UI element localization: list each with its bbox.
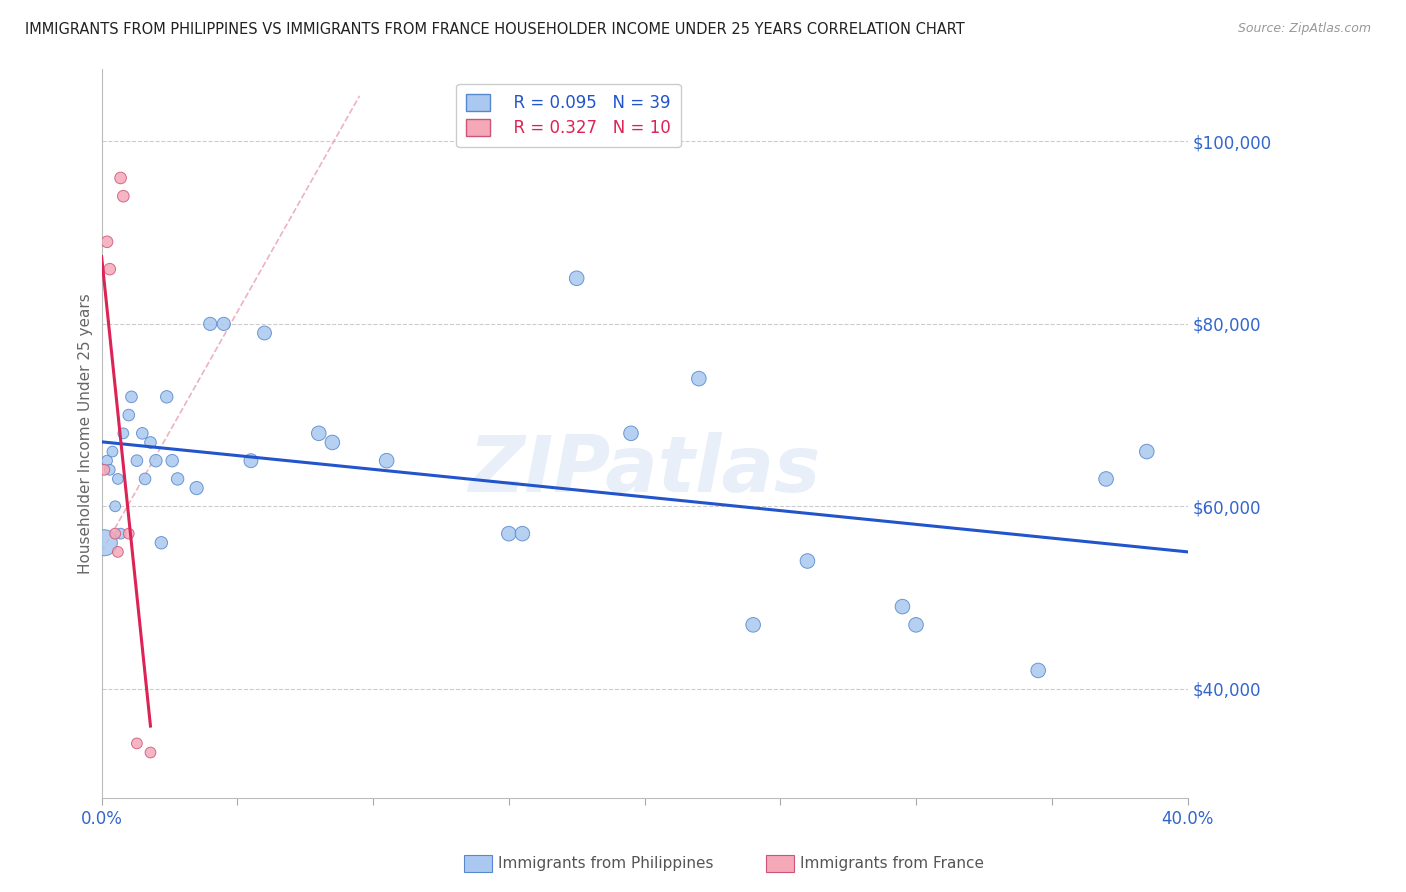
Point: [688, 371, 710, 385]
Point: [98, 262, 121, 277]
Point: [125, 736, 148, 750]
Point: [498, 526, 520, 541]
Text: ZIPatlas: ZIPatlas: [468, 432, 821, 508]
Point: [118, 526, 141, 541]
Point: [125, 453, 148, 467]
Point: [796, 554, 818, 568]
Y-axis label: Householder Income Under 25 years: Householder Income Under 25 years: [79, 293, 93, 574]
Point: [150, 535, 173, 549]
Point: [139, 746, 162, 760]
Point: [112, 426, 135, 441]
Text: Immigrants from France: Immigrants from France: [800, 856, 984, 871]
Point: [107, 472, 129, 486]
Point: [212, 317, 235, 331]
Point: [110, 526, 132, 541]
Point: [620, 426, 643, 441]
Point: [134, 472, 156, 486]
Point: [565, 271, 588, 285]
Point: [112, 189, 135, 203]
Point: [93, 463, 115, 477]
Point: [253, 326, 276, 340]
Point: [156, 390, 179, 404]
Point: [321, 435, 343, 450]
Point: [166, 472, 188, 486]
Point: [891, 599, 914, 614]
Point: [139, 435, 162, 450]
Text: Source: ZipAtlas.com: Source: ZipAtlas.com: [1237, 22, 1371, 36]
Point: [96, 453, 118, 467]
Point: [239, 453, 262, 467]
Point: [742, 618, 765, 632]
Point: [93, 535, 115, 549]
Point: [101, 444, 124, 458]
Point: [512, 526, 534, 541]
Point: [1026, 664, 1049, 678]
Point: [905, 618, 928, 632]
Point: [160, 453, 183, 467]
Point: [96, 235, 118, 249]
Point: [131, 426, 153, 441]
Point: [186, 481, 208, 495]
Point: [98, 463, 121, 477]
Point: [1136, 444, 1159, 458]
Point: [110, 171, 132, 186]
Text: IMMIGRANTS FROM PHILIPPINES VS IMMIGRANTS FROM FRANCE HOUSEHOLDER INCOME UNDER 2: IMMIGRANTS FROM PHILIPPINES VS IMMIGRANT…: [25, 22, 965, 37]
Point: [118, 408, 141, 422]
Point: [375, 453, 398, 467]
Point: [121, 390, 143, 404]
Point: [145, 453, 167, 467]
Point: [1095, 472, 1118, 486]
Point: [198, 317, 221, 331]
Point: [107, 545, 129, 559]
Point: [104, 500, 127, 514]
Legend:   R = 0.095   N = 39,   R = 0.327   N = 10: R = 0.095 N = 39, R = 0.327 N = 10: [457, 84, 681, 147]
Text: Immigrants from Philippines: Immigrants from Philippines: [498, 856, 713, 871]
Point: [308, 426, 330, 441]
Point: [104, 526, 127, 541]
